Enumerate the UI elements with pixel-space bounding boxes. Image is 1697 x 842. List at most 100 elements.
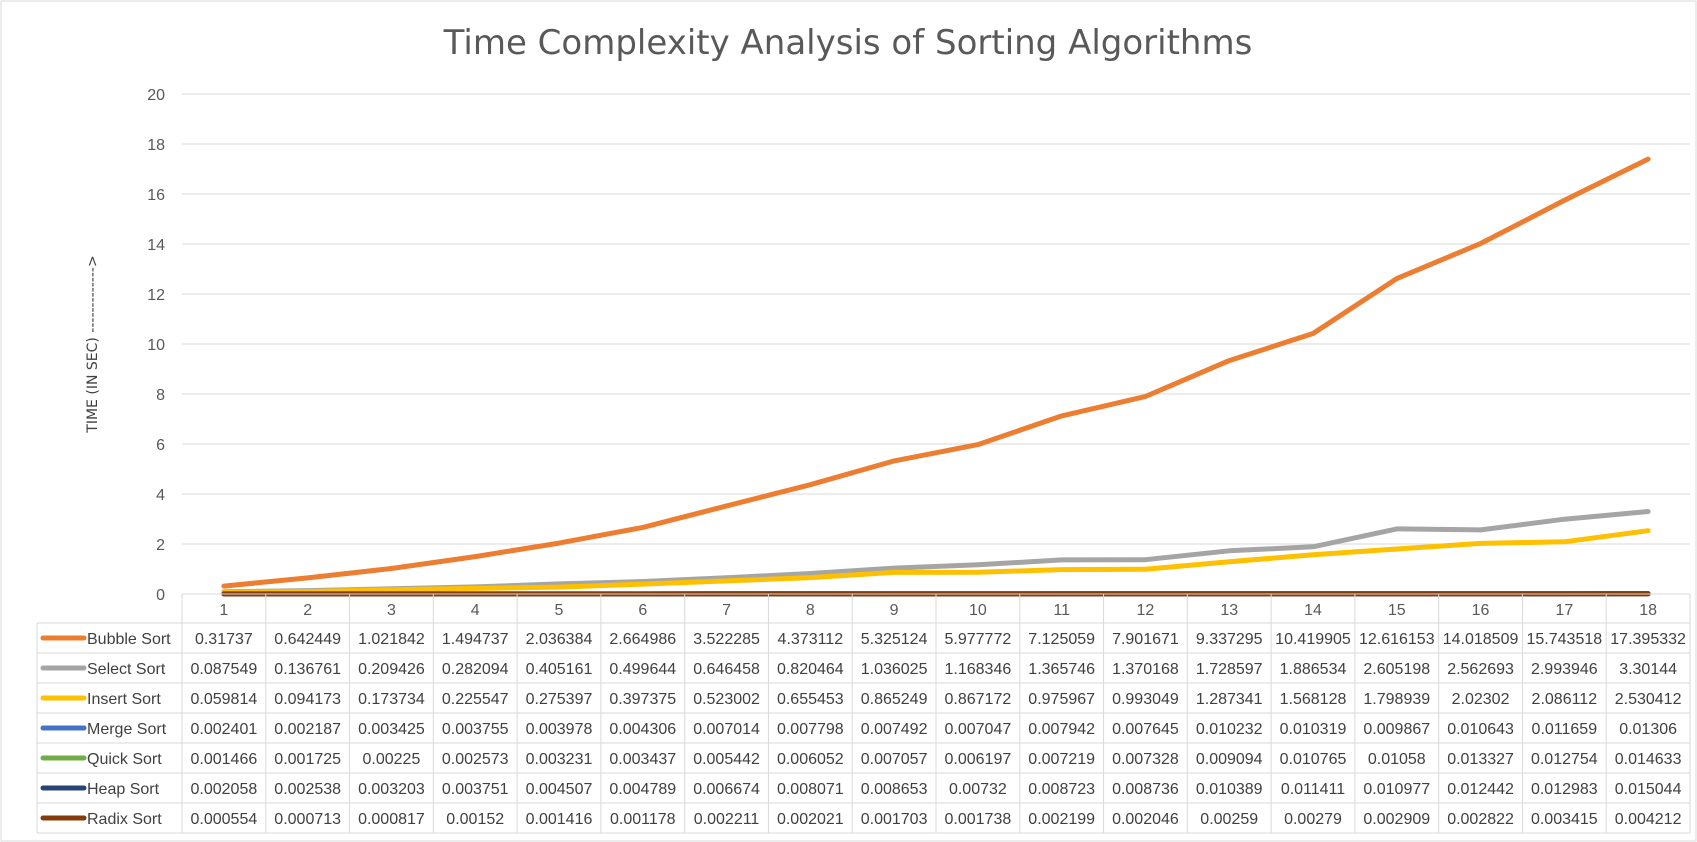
y-axis-ticks: 0 2 4 6 8 10 12 14 16 18 20 xyxy=(147,87,165,604)
y-axis-label: TIME (IN SEC) -------------> xyxy=(85,255,101,433)
data-label-quick-sort-18: 0.014633 xyxy=(1615,751,1682,768)
legend-label-heap-sort: Heap Sort xyxy=(87,781,160,798)
data-label-insert-sort-11: 0.975967 xyxy=(1028,691,1095,708)
data-label-merge-sort-5: 0.003978 xyxy=(526,721,593,738)
data-label-bubble-sort-8: 4.373112 xyxy=(778,631,844,648)
data-label-select-sort-17: 2.993946 xyxy=(1531,661,1598,678)
data-label-radix-sort-18: 0.004212 xyxy=(1615,811,1682,828)
data-label-insert-sort-2: 0.094173 xyxy=(274,691,341,708)
data-label-radix-sort-11: 0.002199 xyxy=(1028,811,1095,828)
data-label-select-sort-11: 1.365746 xyxy=(1028,661,1095,678)
data-label-insert-sort-3: 0.173734 xyxy=(358,691,425,708)
data-label-insert-sort-1: 0.059814 xyxy=(191,691,258,708)
legend-label-merge-sort: Merge Sort xyxy=(87,721,167,738)
data-label-bubble-sort-17: 15.743518 xyxy=(1527,631,1603,648)
y-tick-label-0: 0 xyxy=(156,587,165,604)
x-tick-label-16: 16 xyxy=(1472,602,1490,619)
y-tick-label-14: 14 xyxy=(147,237,165,254)
data-label-heap-sort-4: 0.003751 xyxy=(442,781,509,798)
data-label-heap-sort-14: 0.011411 xyxy=(1281,781,1345,798)
data-label-merge-sort-15: 0.009867 xyxy=(1363,721,1430,738)
data-label-select-sort-1: 0.087549 xyxy=(191,661,258,678)
data-label-quick-sort-2: 0.001725 xyxy=(274,751,341,768)
y-tick-label-8: 8 xyxy=(156,387,165,404)
data-label-insert-sort-18: 2.530412 xyxy=(1615,691,1682,708)
data-label-select-sort-9: 1.036025 xyxy=(861,661,928,678)
data-label-merge-sort-8: 0.007798 xyxy=(777,721,844,738)
data-label-bubble-sort-2: 0.642449 xyxy=(274,631,341,648)
x-tick-label-18: 18 xyxy=(1639,602,1657,619)
data-label-bubble-sort-14: 10.419905 xyxy=(1275,631,1351,648)
data-label-select-sort-7: 0.646458 xyxy=(693,661,760,678)
data-label-select-sort-13: 1.728597 xyxy=(1196,661,1263,678)
data-label-quick-sort-4: 0.002573 xyxy=(442,751,509,768)
data-label-insert-sort-10: 0.867172 xyxy=(945,691,1012,708)
data-label-select-sort-8: 0.820464 xyxy=(777,661,844,678)
data-label-heap-sort-3: 0.003203 xyxy=(358,781,425,798)
data-label-radix-sort-14: 0.00279 xyxy=(1284,811,1342,828)
data-label-heap-sort-10: 0.00732 xyxy=(949,781,1007,798)
data-label-insert-sort-14: 1.568128 xyxy=(1280,691,1347,708)
x-tick-label-13: 13 xyxy=(1220,602,1238,619)
data-label-bubble-sort-5: 2.036384 xyxy=(526,631,593,648)
data-label-quick-sort-9: 0.007057 xyxy=(861,751,928,768)
x-tick-label-9: 9 xyxy=(890,602,899,619)
data-label-heap-sort-17: 0.012983 xyxy=(1531,781,1598,798)
data-label-insert-sort-17: 2.086112 xyxy=(1532,691,1598,708)
data-label-bubble-sort-16: 14.018509 xyxy=(1443,631,1519,648)
x-tick-label-8: 8 xyxy=(806,602,815,619)
data-label-radix-sort-9: 0.001703 xyxy=(861,811,928,828)
data-label-select-sort-15: 2.605198 xyxy=(1363,661,1430,678)
legend-label-quick-sort: Quick Sort xyxy=(87,751,162,768)
data-label-radix-sort-13: 0.00259 xyxy=(1200,811,1258,828)
x-tick-label-2: 2 xyxy=(303,602,312,619)
y-tick-label-6: 6 xyxy=(156,437,165,454)
data-label-quick-sort-14: 0.010765 xyxy=(1280,751,1347,768)
data-label-insert-sort-12: 0.993049 xyxy=(1112,691,1179,708)
data-label-insert-sort-8: 0.655453 xyxy=(777,691,844,708)
data-label-bubble-sort-9: 5.325124 xyxy=(861,631,928,648)
data-label-bubble-sort-1: 0.31737 xyxy=(195,631,253,648)
data-label-quick-sort-3: 0.00225 xyxy=(363,751,421,768)
data-label-radix-sort-16: 0.002822 xyxy=(1447,811,1514,828)
data-label-insert-sort-5: 0.275397 xyxy=(526,691,593,708)
data-label-insert-sort-6: 0.397375 xyxy=(609,691,676,708)
data-label-bubble-sort-13: 9.337295 xyxy=(1196,631,1263,648)
data-label-insert-sort-15: 1.798939 xyxy=(1363,691,1430,708)
data-label-merge-sort-2: 0.002187 xyxy=(274,721,341,738)
data-label-heap-sort-1: 0.002058 xyxy=(191,781,258,798)
legend-label-insert-sort: Insert Sort xyxy=(87,691,161,708)
x-tick-label-11: 11 xyxy=(1053,602,1070,619)
data-label-bubble-sort-3: 1.021842 xyxy=(358,631,425,648)
data-label-merge-sort-10: 0.007047 xyxy=(945,721,1012,738)
y-tick-label-12: 12 xyxy=(147,287,165,304)
data-label-insert-sort-13: 1.287341 xyxy=(1196,691,1263,708)
data-label-heap-sort-9: 0.008653 xyxy=(861,781,928,798)
data-label-heap-sort-6: 0.004789 xyxy=(609,781,676,798)
data-label-radix-sort-2: 0.000713 xyxy=(274,811,341,828)
x-tick-label-1: 1 xyxy=(219,602,228,619)
x-tick-label-17: 17 xyxy=(1555,602,1573,619)
data-label-bubble-sort-12: 7.901671 xyxy=(1112,631,1179,648)
series-line-select-sort xyxy=(221,509,1651,595)
data-label-quick-sort-17: 0.012754 xyxy=(1531,751,1598,768)
data-label-select-sort-10: 1.168346 xyxy=(945,661,1012,678)
data-label-bubble-sort-18: 17.395332 xyxy=(1610,631,1686,648)
data-label-merge-sort-4: 0.003755 xyxy=(442,721,509,738)
data-label-quick-sort-13: 0.009094 xyxy=(1196,751,1263,768)
data-label-heap-sort-12: 0.008736 xyxy=(1112,781,1179,798)
data-label-quick-sort-1: 0.001466 xyxy=(191,751,258,768)
data-label-insert-sort-4: 0.225547 xyxy=(442,691,509,708)
series-line-bubble-sort xyxy=(221,156,1651,589)
data-label-select-sort-18: 3.30144 xyxy=(1619,661,1677,678)
data-label-merge-sort-14: 0.010319 xyxy=(1280,721,1347,738)
legend-label-radix-sort: Radix Sort xyxy=(87,811,162,828)
data-label-merge-sort-18: 0.01306 xyxy=(1619,721,1677,738)
y-tick-label-2: 2 xyxy=(156,537,165,554)
data-label-radix-sort-5: 0.001416 xyxy=(526,811,593,828)
y-tick-label-16: 16 xyxy=(147,187,165,204)
data-label-insert-sort-16: 2.02302 xyxy=(1452,691,1510,708)
data-label-radix-sort-3: 0.000817 xyxy=(358,811,425,828)
